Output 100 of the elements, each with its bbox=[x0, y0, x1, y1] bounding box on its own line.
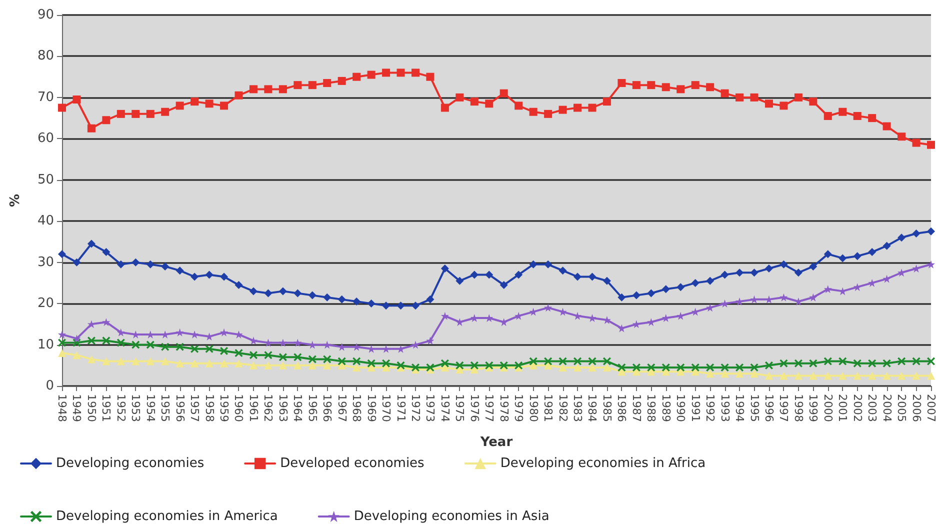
x-tick-label: 1956 bbox=[173, 394, 186, 422]
point bbox=[676, 363, 685, 372]
y-tick-label: 60 bbox=[37, 131, 54, 146]
point bbox=[824, 357, 832, 366]
point bbox=[456, 361, 464, 370]
x-tick-label: 1962 bbox=[262, 394, 275, 422]
point bbox=[780, 102, 788, 110]
point bbox=[58, 250, 66, 258]
point bbox=[234, 281, 243, 290]
point bbox=[927, 227, 935, 236]
point bbox=[882, 359, 891, 368]
point bbox=[146, 357, 154, 366]
x-tick-label: 1977 bbox=[482, 394, 496, 422]
point bbox=[780, 372, 788, 380]
point bbox=[824, 285, 832, 294]
point bbox=[750, 268, 758, 277]
point bbox=[116, 338, 125, 347]
x-tick-label: 2002 bbox=[850, 394, 864, 422]
x-tick-label: 1965 bbox=[306, 394, 319, 422]
point bbox=[234, 359, 243, 368]
x-tick-label: 1970 bbox=[380, 394, 393, 422]
point bbox=[116, 260, 125, 268]
point bbox=[927, 372, 935, 380]
point bbox=[249, 351, 258, 360]
point bbox=[691, 368, 700, 376]
x-tick-label: 1954 bbox=[144, 394, 157, 422]
point bbox=[382, 302, 390, 310]
point bbox=[308, 355, 316, 364]
y-tick-label: 10 bbox=[37, 337, 54, 352]
point bbox=[470, 270, 478, 279]
point bbox=[544, 304, 552, 312]
point bbox=[898, 357, 906, 366]
y-tick-label: 40 bbox=[37, 214, 54, 229]
x-tick-label: 1976 bbox=[468, 394, 481, 422]
point bbox=[308, 81, 316, 90]
point bbox=[632, 368, 640, 376]
x-tick-label: 1952 bbox=[114, 394, 128, 422]
x-tick-label: 2003 bbox=[866, 394, 879, 422]
y-tick-label: 30 bbox=[37, 254, 54, 270]
point bbox=[662, 285, 670, 294]
point bbox=[485, 100, 494, 108]
x-tick-label: 1960 bbox=[232, 394, 246, 422]
point bbox=[912, 138, 920, 147]
x-tick-label: 1996 bbox=[762, 394, 776, 422]
point bbox=[72, 351, 81, 360]
point bbox=[102, 357, 110, 366]
point bbox=[898, 132, 906, 141]
x-axis-title: Year bbox=[479, 435, 514, 450]
point bbox=[249, 336, 258, 345]
point bbox=[205, 359, 214, 368]
point bbox=[838, 254, 847, 262]
x-tick-label: 1986 bbox=[615, 394, 628, 422]
point bbox=[323, 79, 332, 88]
x-tick-label: 1987 bbox=[630, 394, 643, 422]
point bbox=[278, 287, 287, 296]
point bbox=[809, 372, 818, 380]
point bbox=[882, 122, 891, 130]
point bbox=[809, 293, 818, 302]
point bbox=[264, 85, 272, 94]
x-tick-label: 1968 bbox=[350, 394, 364, 422]
x-tick-label: 1974 bbox=[438, 394, 452, 422]
x-tick-label: 1994 bbox=[733, 394, 746, 422]
point bbox=[278, 353, 287, 362]
point bbox=[764, 264, 773, 273]
point bbox=[764, 100, 773, 108]
point bbox=[809, 98, 818, 106]
point bbox=[352, 357, 361, 366]
point bbox=[912, 229, 920, 238]
point bbox=[824, 112, 832, 120]
point bbox=[706, 83, 714, 92]
x-tick-label: 1963 bbox=[276, 394, 290, 422]
point bbox=[868, 359, 876, 368]
point bbox=[794, 93, 802, 102]
point bbox=[618, 79, 626, 88]
point bbox=[706, 363, 714, 372]
point bbox=[544, 260, 552, 268]
point bbox=[691, 81, 700, 90]
x-tick-label: 1959 bbox=[218, 394, 231, 422]
point bbox=[58, 349, 66, 358]
point bbox=[161, 108, 170, 116]
legend-label: Developing economies in America bbox=[56, 509, 278, 524]
point bbox=[249, 361, 258, 370]
point bbox=[764, 372, 773, 380]
point bbox=[146, 260, 154, 268]
point bbox=[838, 372, 847, 380]
point bbox=[882, 274, 891, 283]
x-tick-label: 2006 bbox=[910, 394, 923, 422]
point bbox=[794, 372, 802, 380]
point bbox=[720, 363, 729, 372]
point bbox=[440, 264, 449, 273]
point bbox=[294, 353, 302, 362]
point bbox=[411, 302, 420, 310]
point bbox=[278, 361, 287, 370]
point bbox=[720, 270, 729, 279]
point bbox=[323, 293, 332, 302]
point bbox=[396, 68, 405, 77]
x-tick-label: 1973 bbox=[424, 394, 437, 422]
point bbox=[750, 370, 758, 378]
point bbox=[736, 268, 744, 277]
point bbox=[190, 98, 199, 106]
